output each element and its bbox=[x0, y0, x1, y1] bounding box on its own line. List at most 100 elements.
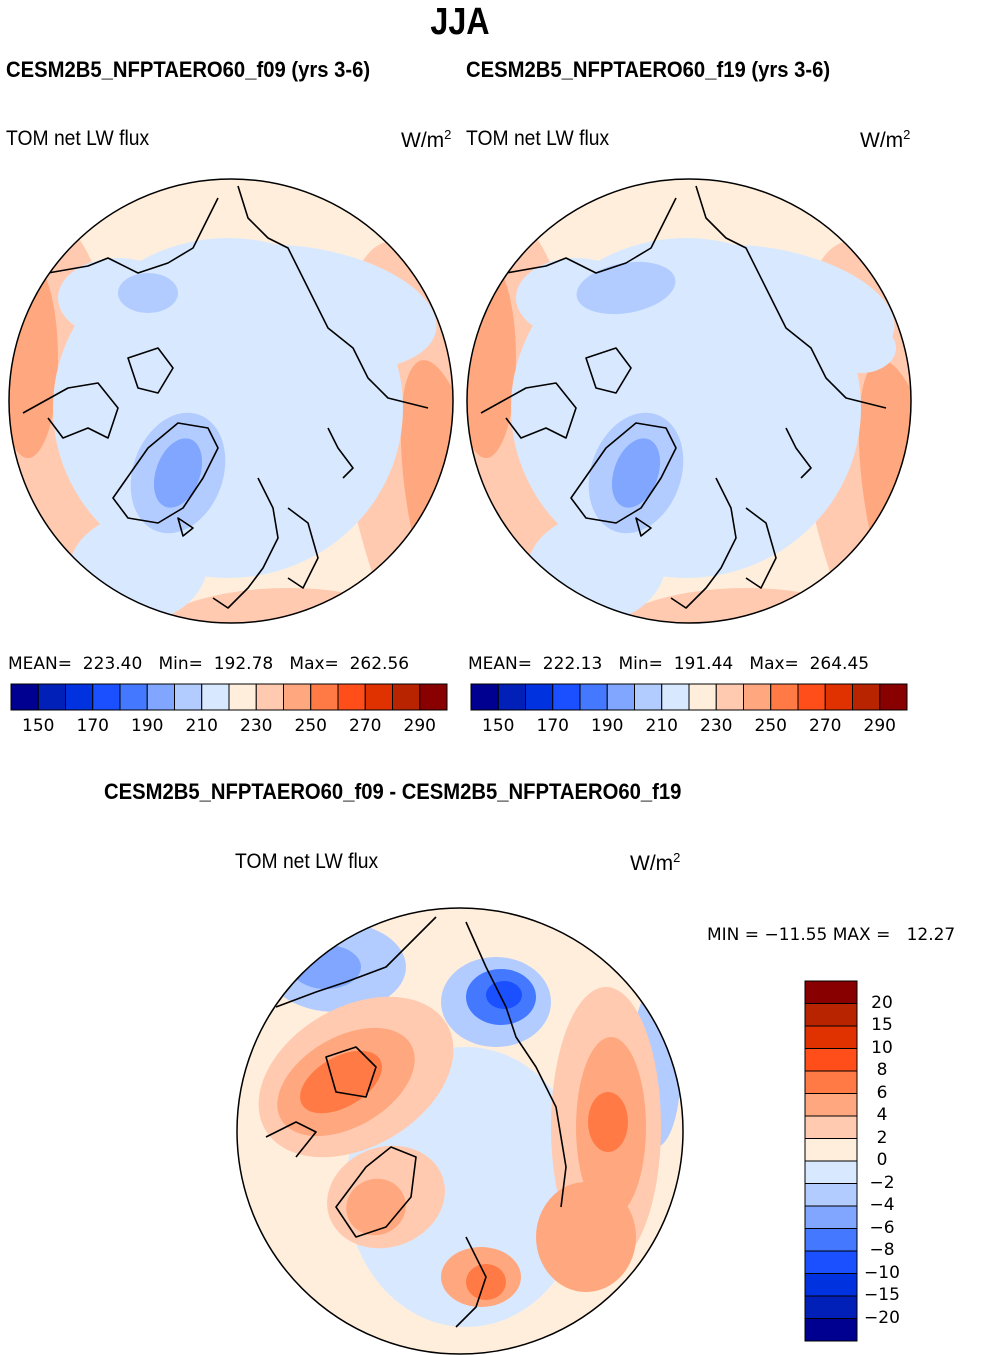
colorbar-box bbox=[228, 683, 257, 711]
panel2-stats: MEAN= 222.13 Min= 191.44 Max= 264.45 bbox=[468, 654, 870, 674]
colorbar-box bbox=[201, 683, 230, 711]
map-boundary bbox=[8, 178, 454, 624]
colorbar-box bbox=[10, 683, 39, 711]
colorbar-tick-label: 8 bbox=[876, 1060, 888, 1080]
colorbar-box bbox=[770, 683, 799, 711]
panel2-units: W/m2 bbox=[860, 127, 910, 153]
colorbar-box bbox=[606, 683, 635, 711]
colorbar-box bbox=[804, 1295, 858, 1319]
coastline bbox=[265, 1121, 317, 1158]
map-boundary bbox=[466, 178, 912, 624]
colorbar-box bbox=[804, 980, 858, 1004]
colorbar-tick-label: −20 bbox=[864, 1307, 900, 1328]
colorbar-tick-label: 230 bbox=[700, 716, 733, 736]
contour-region bbox=[9, 258, 58, 458]
colorbar-box bbox=[879, 683, 908, 711]
colorbar-tick-label: 6 bbox=[876, 1082, 888, 1103]
colorbar-box bbox=[497, 683, 526, 711]
colorbar-box bbox=[804, 1003, 858, 1027]
colorbar-tick-label: 10 bbox=[871, 1037, 893, 1058]
colorbar-tick-label: 4 bbox=[876, 1105, 888, 1125]
colorbar-tick-label: 250 bbox=[754, 716, 787, 736]
coastline bbox=[785, 427, 812, 479]
colorbar-box bbox=[419, 683, 448, 711]
colorbar-box bbox=[65, 683, 94, 711]
colorbar-box bbox=[804, 1228, 858, 1252]
contour-region bbox=[467, 258, 516, 458]
colorbar-box bbox=[824, 683, 853, 711]
colorbar-tick-label: −15 bbox=[864, 1285, 900, 1305]
colorbar-tick-label: 20 bbox=[871, 992, 893, 1013]
colorbar-box bbox=[255, 683, 284, 711]
contour-region bbox=[291, 945, 361, 989]
colorbar-box bbox=[470, 683, 499, 711]
coastline bbox=[177, 517, 194, 537]
panel2-variable-label: TOM net LW flux bbox=[466, 127, 610, 150]
colorbar-tick-label: −8 bbox=[869, 1240, 895, 1260]
panel3-colorbar bbox=[804, 980, 858, 1342]
panel2-colorbar bbox=[470, 683, 908, 711]
coastline bbox=[455, 1236, 487, 1328]
colorbar-box bbox=[804, 1160, 858, 1184]
panel1-title: CESM2B5_NFPTAERO60_f09 (yrs 3-6) bbox=[6, 57, 371, 82]
colorbar-box bbox=[804, 1183, 858, 1207]
colorbar-box bbox=[283, 683, 312, 711]
colorbar-box bbox=[119, 683, 148, 711]
colorbar-tick-label: −4 bbox=[869, 1195, 895, 1215]
figure-title: JJA bbox=[430, 1, 490, 43]
colorbar-box bbox=[804, 1273, 858, 1297]
panel1-units-text: W/m bbox=[401, 129, 445, 152]
coastline bbox=[47, 197, 219, 274]
colorbar-tick-label: 170 bbox=[76, 716, 109, 736]
colorbar-box bbox=[661, 683, 690, 711]
colorbar-tick-label: 210 bbox=[185, 716, 218, 736]
coastline bbox=[22, 382, 119, 439]
panel3-polar-map bbox=[236, 907, 684, 1355]
colorbar-box bbox=[715, 683, 744, 711]
panel2-title: CESM2B5_NFPTAERO60_f19 (yrs 3-6) bbox=[466, 57, 831, 82]
contour-region bbox=[179, 244, 437, 372]
panel2-polar-map bbox=[466, 178, 912, 624]
contour-region bbox=[588, 1092, 628, 1152]
colorbar-tick-label: −10 bbox=[864, 1262, 900, 1283]
contour-region bbox=[536, 1182, 636, 1292]
coastline bbox=[327, 427, 354, 479]
colorbar-tick-label: 150 bbox=[22, 716, 55, 736]
coastline bbox=[480, 382, 577, 439]
colorbar-box bbox=[804, 1025, 858, 1049]
colorbar-box bbox=[804, 1138, 858, 1162]
contour-region bbox=[576, 261, 676, 315]
coastline bbox=[212, 477, 279, 609]
coastline bbox=[585, 347, 632, 394]
coastline bbox=[695, 185, 887, 409]
colorbar-box bbox=[797, 683, 826, 711]
panel1-polar-map bbox=[8, 178, 454, 624]
contour-region bbox=[118, 273, 178, 313]
colorbar-tick-label: 150 bbox=[482, 716, 515, 736]
colorbar-tick-label: 0 bbox=[876, 1150, 888, 1170]
colorbar-tick-label: 170 bbox=[536, 716, 569, 736]
coastline bbox=[112, 422, 219, 524]
colorbar-box bbox=[525, 683, 554, 711]
colorbar-tick-label: 210 bbox=[645, 716, 678, 736]
panel3-units-text: W/m bbox=[630, 852, 674, 875]
colorbar-box bbox=[337, 683, 366, 711]
colorbar-tick-label: 15 bbox=[871, 1015, 893, 1035]
colorbar-box bbox=[392, 683, 421, 711]
coastline bbox=[635, 517, 652, 537]
colorbar-tick-label: 190 bbox=[591, 716, 624, 736]
colorbar-box bbox=[804, 1205, 858, 1229]
coastline bbox=[670, 477, 737, 609]
coastline bbox=[505, 197, 677, 274]
coastline bbox=[127, 347, 174, 394]
contour-region bbox=[466, 1264, 506, 1300]
coastline bbox=[465, 921, 567, 1208]
colorbar-tick-label: −6 bbox=[869, 1217, 895, 1238]
colorbar-box bbox=[804, 1115, 858, 1139]
panel1-units-sup: 2 bbox=[444, 127, 452, 142]
panel2-units-sup: 2 bbox=[903, 127, 911, 142]
contour-region bbox=[300, 1050, 382, 1114]
colorbar-box bbox=[92, 683, 121, 711]
colorbar-box bbox=[804, 1048, 858, 1072]
colorbar-box bbox=[804, 1318, 858, 1342]
